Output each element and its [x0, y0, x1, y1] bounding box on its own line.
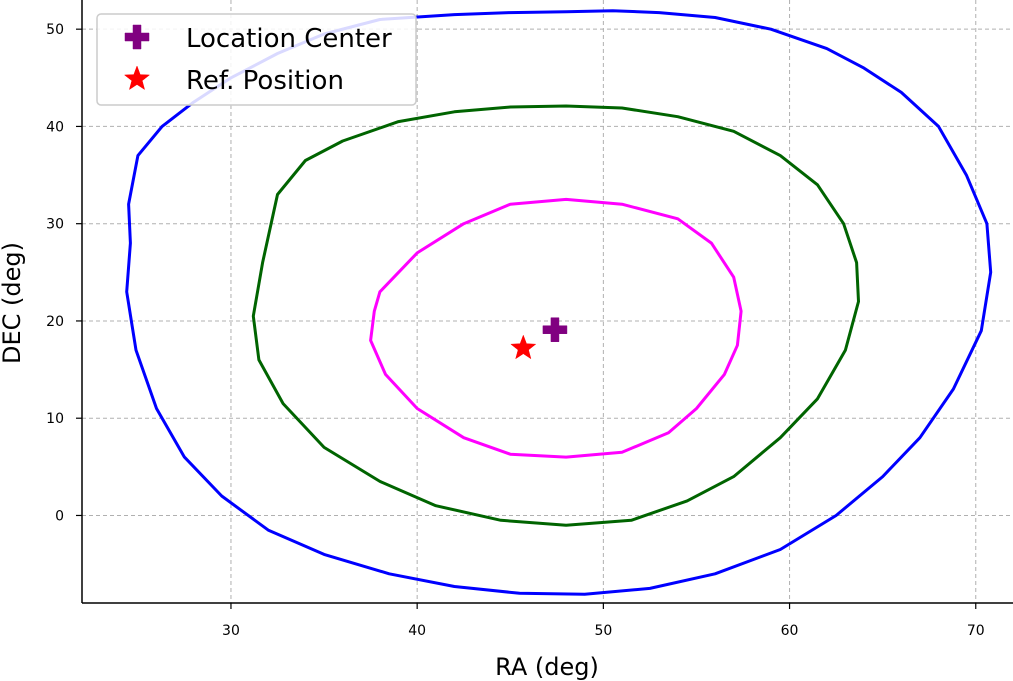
ref-position-marker: [510, 334, 537, 360]
legend-label-ref-position: Ref. Position: [186, 66, 344, 96]
legend-swatches: [123, 24, 151, 91]
legend-label-location-center: Location Center: [186, 24, 392, 54]
y-tick-label: 40: [46, 119, 64, 135]
x-tick-label: 60: [781, 623, 799, 639]
legend-star-icon: [123, 65, 151, 91]
contour-middle: [251, 104, 860, 527]
x-tick-label: 70: [967, 623, 985, 639]
x-tick-label: 50: [594, 623, 612, 639]
y-axis-label: DEC (deg): [0, 242, 26, 364]
legend-plus-icon: [124, 24, 150, 50]
x-tick-label: 40: [408, 623, 426, 639]
contour-inner: [369, 197, 743, 459]
y-tick-label: 30: [46, 217, 64, 233]
legend-box: [96, 13, 417, 106]
y-tick-label: 20: [46, 314, 64, 330]
x-tick-label: 30: [222, 623, 240, 639]
axes: [81, 0, 1013, 604]
x-axis-label: RA (deg): [495, 653, 599, 681]
location-center-marker: [542, 317, 568, 342]
legend: Location Center Ref. Position: [96, 13, 417, 106]
ticks: 30 40 50 60 70 0 10 20 30 40 50: [46, 22, 985, 639]
markers: [510, 317, 568, 360]
y-tick-label: 50: [46, 22, 64, 38]
y-tick-label: 0: [55, 508, 64, 524]
y-tick-label: 10: [46, 411, 64, 427]
